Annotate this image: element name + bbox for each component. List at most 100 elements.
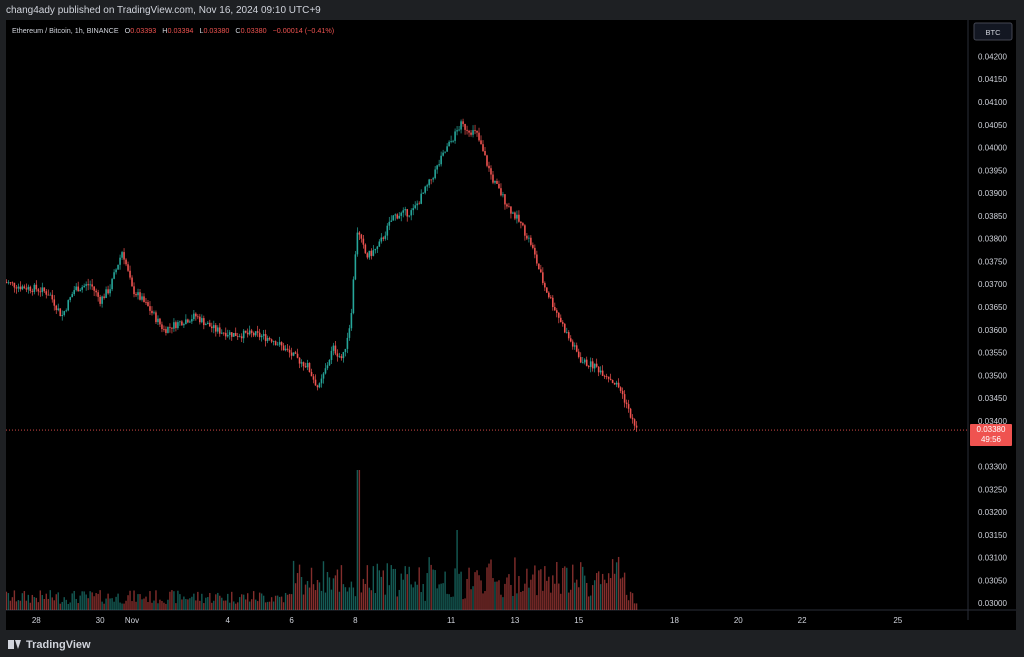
candle-body (390, 220, 393, 222)
volume-bar (65, 599, 67, 610)
candle-body (99, 296, 101, 304)
candle-body (23, 286, 26, 289)
candle-body (39, 291, 42, 293)
volume-bar (246, 593, 249, 610)
volume-bar (334, 575, 337, 610)
candle-body (565, 332, 568, 333)
tradingview-logo-icon[interactable] (8, 640, 22, 649)
candle-body (232, 333, 235, 337)
candle-body (424, 186, 426, 193)
volume-bar (19, 600, 22, 610)
volume-bar (201, 593, 203, 610)
volume-bar (15, 601, 18, 610)
candle-body (57, 308, 60, 311)
volume-bar (189, 598, 191, 610)
candle-body (87, 284, 89, 286)
candle-body (163, 329, 165, 330)
time-tick-label: 6 (289, 616, 294, 625)
volume-bar (135, 601, 137, 610)
volume-bar (526, 568, 528, 610)
volume-bar (605, 583, 608, 610)
volume-bar (266, 601, 269, 610)
volume-bar (147, 602, 149, 610)
chart-pane[interactable]: 0.042500.042000.041500.041000.040500.040… (3, 20, 1016, 630)
volume-bar (149, 591, 151, 610)
price-chart[interactable]: 0.042500.042000.041500.041000.040500.040… (3, 20, 1016, 630)
candle-body (542, 272, 544, 284)
candle-body (252, 332, 255, 336)
volume-bar (83, 591, 85, 610)
candle-body (95, 290, 97, 293)
price-tick-label: 0.04050 (978, 121, 1007, 130)
volume-bar (125, 600, 127, 610)
candle-body (466, 129, 468, 131)
candle-body (554, 307, 556, 311)
candle-body (352, 279, 355, 314)
price-axis[interactable]: 0.042500.042000.041500.041000.040500.040… (978, 30, 1007, 608)
volume-bar (621, 577, 624, 610)
candle-body (260, 335, 263, 338)
candle-body (508, 206, 510, 208)
candle-body (396, 214, 399, 219)
volume-bar (448, 594, 450, 610)
candle-body (199, 316, 201, 323)
candle-body (244, 330, 247, 333)
candle-body (552, 297, 554, 308)
price-tick-label: 0.03650 (978, 303, 1007, 312)
footer-brand[interactable]: TradingView (26, 638, 91, 651)
volume-bar (336, 569, 339, 610)
candle-body (569, 338, 572, 342)
volume-bar (508, 574, 510, 610)
candle-body (404, 209, 407, 211)
candle-body (234, 333, 237, 337)
volume-bar (544, 566, 546, 610)
candle-body (117, 264, 119, 270)
volume-bar (7, 593, 10, 610)
volume-bar (558, 583, 560, 610)
volume-bar (248, 601, 251, 610)
candle-body (362, 238, 365, 245)
volume-bar (207, 597, 209, 610)
candle-body (338, 356, 341, 358)
candle-body (21, 286, 24, 290)
volume-bar (386, 563, 388, 610)
volume-bar (462, 599, 464, 610)
volume-bar (159, 599, 161, 610)
volume-bar (374, 593, 377, 610)
candle-body (464, 123, 466, 130)
candle-body (173, 322, 175, 329)
candle-body (506, 204, 508, 207)
candle-body (266, 338, 269, 342)
volume-bar (237, 602, 239, 610)
volume-bar (111, 598, 113, 610)
legend-high-label: H (162, 26, 167, 35)
candle-body (270, 339, 273, 342)
volume-bar (326, 571, 329, 610)
candle-body (125, 259, 127, 265)
candle-body (430, 179, 432, 181)
candle-body (392, 215, 395, 221)
candle-body (41, 287, 44, 293)
volume-bar (589, 595, 592, 610)
candle-body (567, 332, 570, 339)
candle-body (348, 328, 351, 338)
candle-body (11, 282, 14, 284)
candle-body (228, 332, 231, 335)
candle-body (165, 329, 167, 333)
candle-body (528, 237, 530, 239)
candle-body (320, 378, 323, 384)
volume-bar (193, 593, 195, 610)
candle-body (342, 352, 345, 359)
volume-bar (75, 598, 77, 610)
volume-bar (382, 570, 385, 610)
volume-bar (67, 603, 69, 610)
volume-bar (129, 590, 131, 610)
candle-body (358, 232, 361, 235)
time-axis[interactable]: 28 30 Nov 4 6 8 11 13 15 18 20 22 25 (32, 616, 903, 625)
candle-body (502, 194, 504, 196)
currency-button[interactable] (973, 22, 1013, 41)
volume-bar (625, 594, 628, 610)
price-tick-label: 0.03300 (978, 462, 1007, 471)
volume-bar (366, 565, 369, 610)
volume-bar (615, 562, 618, 610)
